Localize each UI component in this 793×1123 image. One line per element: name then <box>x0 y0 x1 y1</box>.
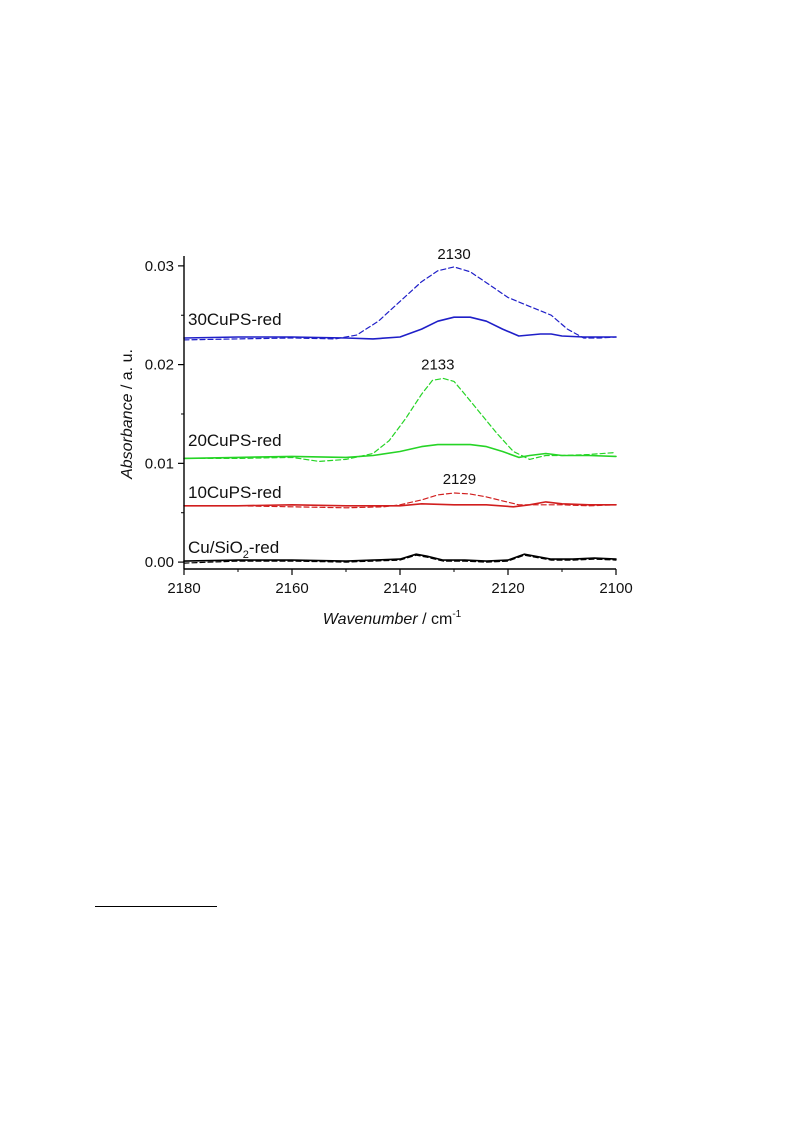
legend-label: 10CuPS-red <box>188 483 282 502</box>
legend-label: 30CuPS-red <box>188 310 282 329</box>
x-axis-title: Wavenumber / cm-1 <box>323 609 462 628</box>
series-20cupsred-dashed <box>183 377 617 462</box>
x-tick-label: 2100 <box>599 580 632 597</box>
series-20cupsred-solid <box>183 443 617 460</box>
legend-label: 20CuPS-red <box>188 431 282 450</box>
y-tick-label: 0.00 <box>145 554 174 571</box>
y-tick-label: 0.02 <box>145 357 174 374</box>
series-10cupsred-solid <box>183 501 617 508</box>
x-tick-label: 2180 <box>167 580 200 597</box>
series-30cupsred-dashed <box>183 266 617 341</box>
x-tick-label: 2140 <box>383 580 416 597</box>
axes: 2180 2160 2140 2120 2100 0.00 0.01 0.02 0.03 <box>145 256 633 597</box>
peak-label: 2130 <box>437 246 470 263</box>
y-axis-title: Absorbance / a. u. <box>119 349 136 480</box>
peak-annotations: 2130 2133 2129 <box>421 246 476 488</box>
y-tick-label: 0.03 <box>145 258 174 275</box>
series-10cupsred-dashed <box>183 492 617 509</box>
legend: 30CuPS-red 20CuPS-red 10CuPS-red Cu/SiO2-re… <box>188 310 282 561</box>
peak-label: 2133 <box>421 356 454 373</box>
x-tick-label: 2160 <box>275 580 308 597</box>
series-layer <box>183 266 617 564</box>
footnote-rule <box>95 906 217 907</box>
series-cusio2red-dashed <box>183 554 617 564</box>
series-30cupsred-solid <box>183 316 617 340</box>
legend-label: Cu/SiO2-red <box>188 538 279 561</box>
series-cusio2red-solid <box>183 553 617 562</box>
x-tick-label: 2120 <box>491 580 524 597</box>
peak-label: 2129 <box>443 471 476 488</box>
y-tick-label: 0.01 <box>145 455 174 472</box>
